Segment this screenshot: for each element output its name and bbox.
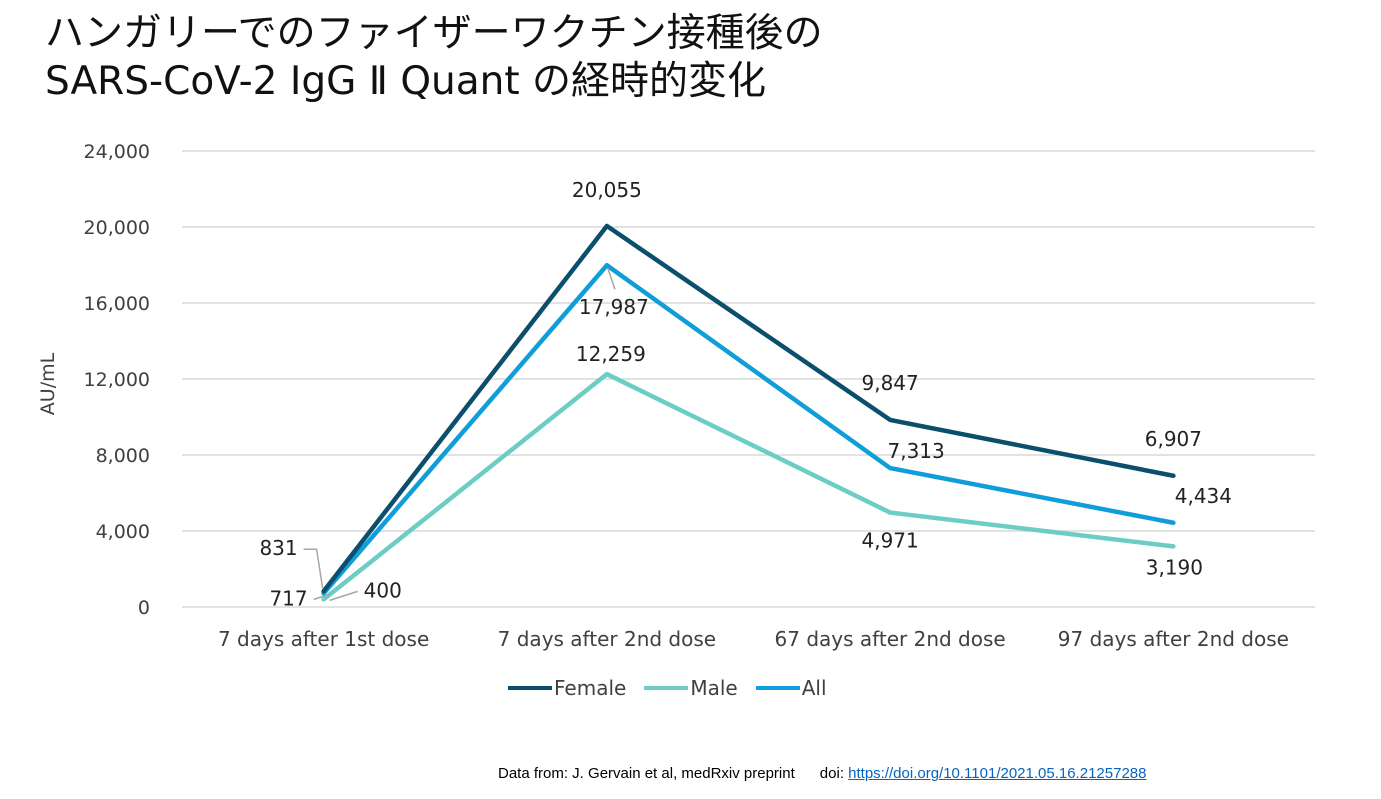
source-prefix: Data from: J. Gervain et al, medRxiv pre… (498, 765, 795, 782)
legend-swatch-male (644, 686, 689, 690)
data-label-male: 400 (364, 578, 402, 602)
series-line-female (321, 223, 1176, 594)
data-label-female: 9,847 (861, 371, 918, 395)
data-label-male: 3,190 (1146, 555, 1203, 579)
x-tick-label: 7 days after 1st dose (218, 627, 429, 651)
x-tick-label: 97 days after 2nd dose (1058, 627, 1289, 651)
doi-link[interactable]: https://doi.org/10.1101/2021.05.16.21257… (848, 765, 1147, 782)
y-axis-label: AU/mL (37, 352, 59, 415)
doi-label: doi: (819, 765, 844, 782)
legend-swatch-all (755, 686, 800, 690)
legend-label-all: All (801, 676, 827, 700)
y-tick-label: 16,000 (84, 293, 150, 315)
data-source-note: Data from: J. Gervain et al, medRxiv pre… (498, 765, 1146, 782)
y-tick-label: 8,000 (96, 445, 150, 467)
y-tick-label: 20,000 (84, 217, 150, 239)
data-label-female: 831 (259, 536, 297, 560)
y-tick-label: 24,000 (84, 141, 150, 163)
data-label-all: 7,313 (887, 439, 944, 463)
data-label-all: 17,987 (579, 295, 649, 319)
y-tick-label: 0 (138, 597, 150, 619)
chart-title: ハンガリーでのファイザーワクチン接種後の SARS-CoV-2 IgG Ⅱ Qu… (45, 10, 823, 106)
series-line-all (321, 262, 1176, 596)
leader-line (329, 590, 358, 602)
legend-item-female: Female (508, 676, 626, 700)
chart-legend: Female Male All (508, 676, 827, 700)
series-line-male (321, 371, 1176, 602)
data-label-female: 6,907 (1145, 427, 1202, 451)
leader-line (303, 548, 324, 589)
y-tick-label: 4,000 (96, 521, 150, 543)
chart-title-line2: SARS-CoV-2 IgG Ⅱ Quant の経時的変化 (45, 59, 767, 104)
legend-item-all: All (755, 676, 827, 700)
data-label-female: 20,055 (572, 178, 642, 202)
legend-swatch-female (508, 686, 552, 690)
data-label-all: 4,434 (1175, 484, 1232, 508)
chart-title-line1: ハンガリーでのファイザーワクチン接種後の (45, 11, 823, 56)
y-tick-label: 12,000 (84, 369, 150, 391)
legend-label-male: Male (690, 676, 738, 700)
x-tick-label: 67 days after 2nd dose (775, 627, 1006, 651)
legend-item-male: Male (644, 676, 738, 700)
x-tick-label: 7 days after 2nd dose (498, 627, 716, 651)
leader-line (607, 268, 616, 290)
data-label-male: 4,971 (861, 529, 918, 553)
leader-line (313, 593, 330, 601)
legend-label-female: Female (554, 676, 627, 700)
line-chart: 0 4,000 8,000 12,000 16,000 20,000 24,000 AU/mL… (37, 141, 1315, 651)
data-label-male: 12,259 (576, 342, 646, 366)
data-label-all: 717 (269, 586, 307, 610)
